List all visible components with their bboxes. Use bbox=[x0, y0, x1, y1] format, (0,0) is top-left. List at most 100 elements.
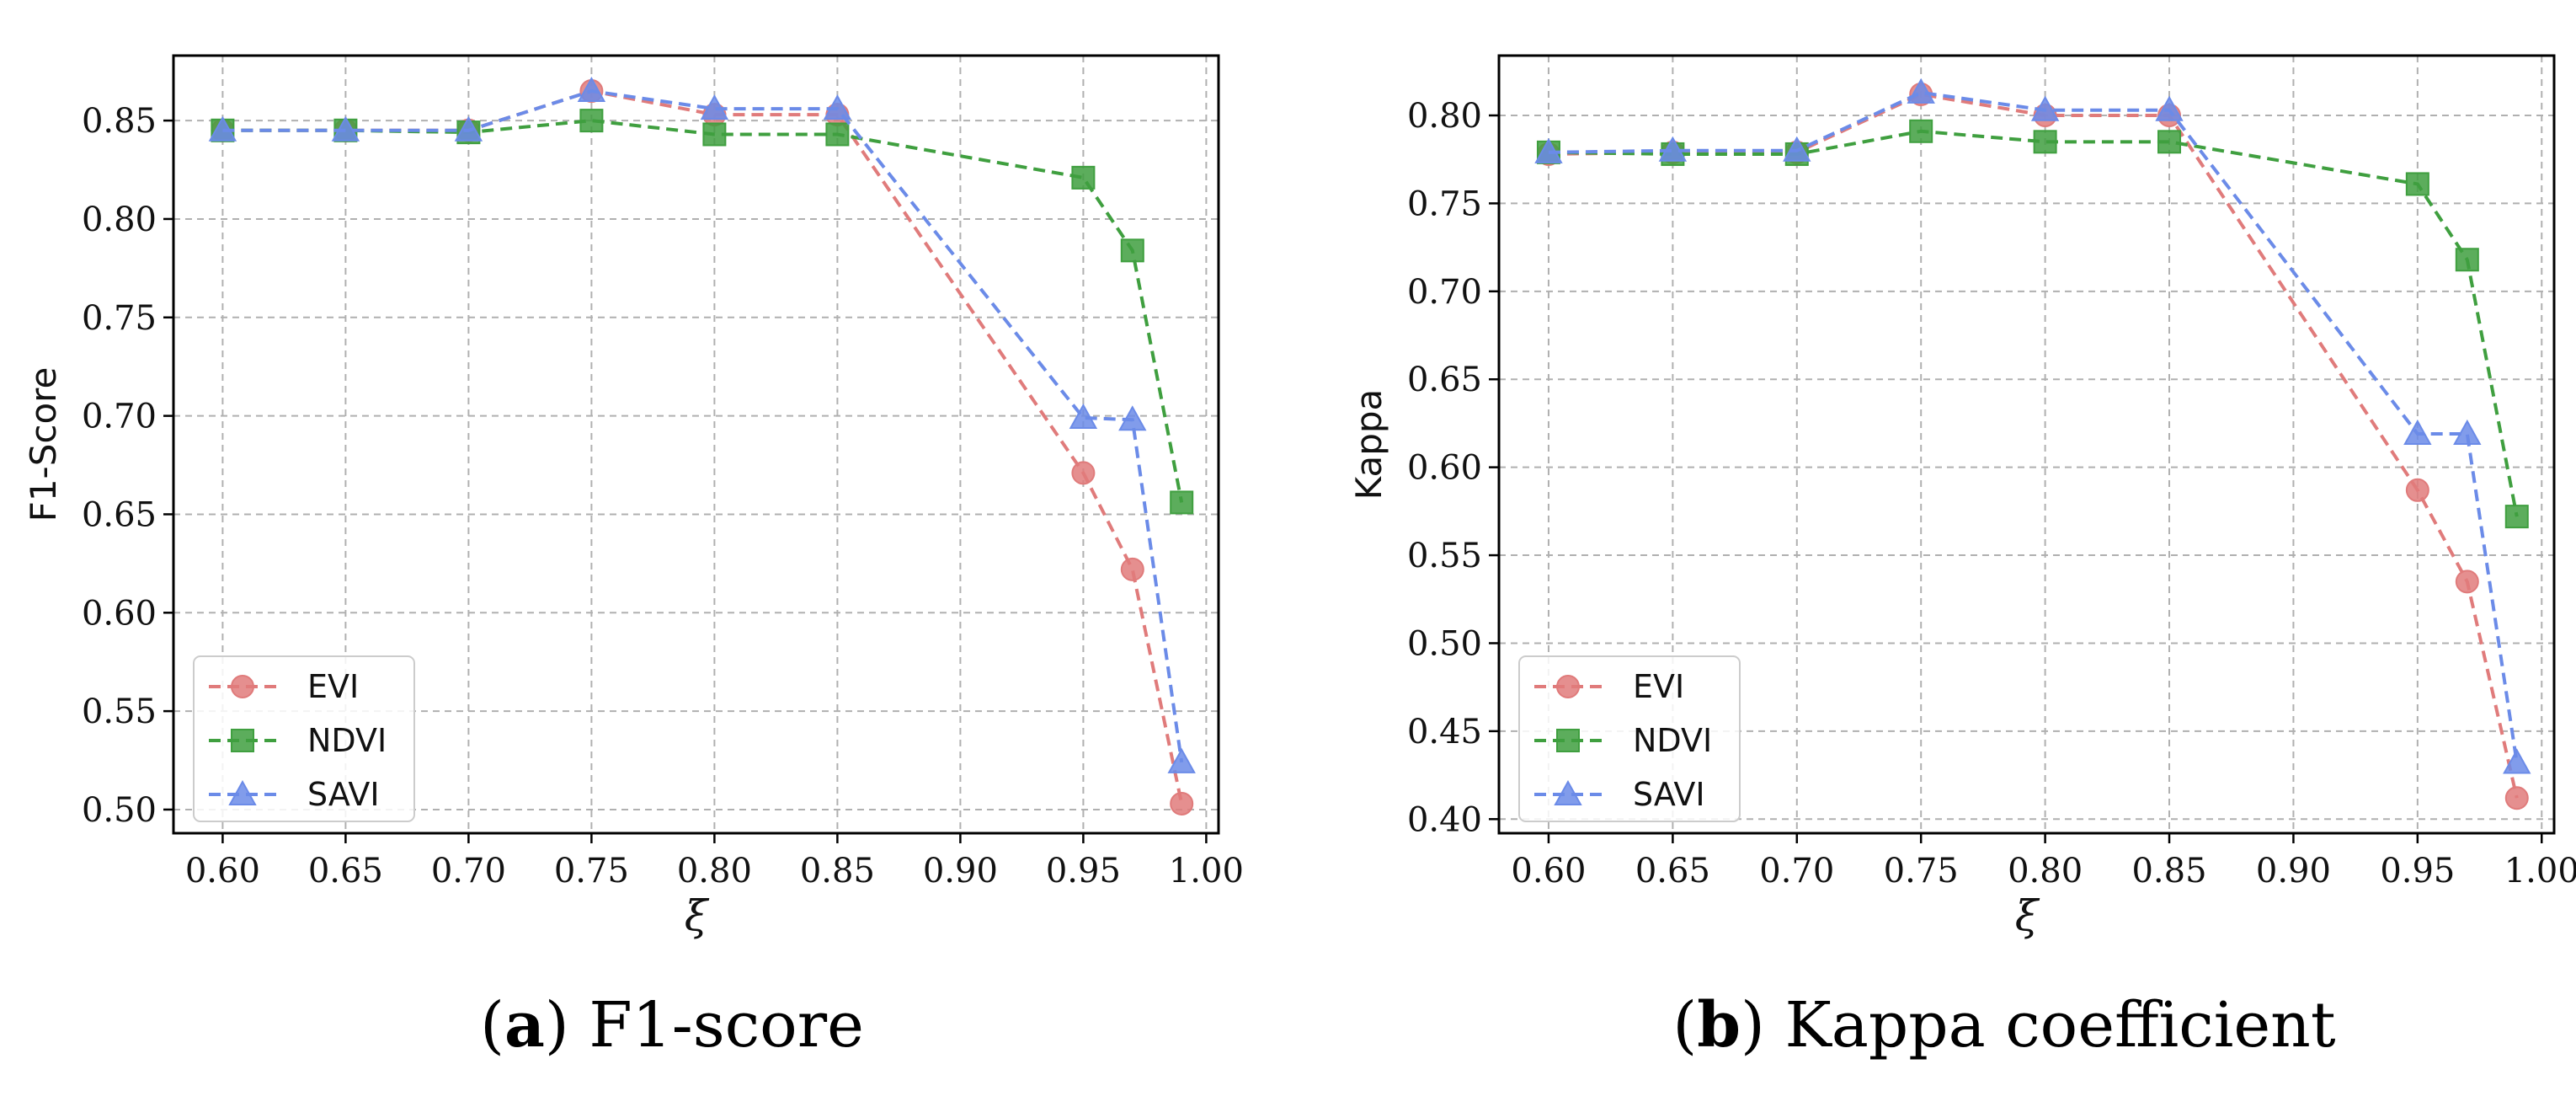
y-tick-label: 0.60 bbox=[1407, 449, 1482, 488]
data-point-square bbox=[1120, 238, 1144, 263]
data-point-triangle bbox=[1907, 78, 1935, 104]
x-tick-label: 0.85 bbox=[800, 852, 875, 890]
legend-label-evi: EVI bbox=[1633, 668, 1684, 705]
data-point-triangle bbox=[2503, 748, 2531, 774]
y-tick-label: 0.65 bbox=[1407, 361, 1482, 399]
y-tick-label: 0.80 bbox=[82, 201, 157, 239]
x-tick-label: 0.95 bbox=[2380, 852, 2455, 890]
data-point-triangle bbox=[1534, 137, 1563, 163]
data-point-triangle bbox=[454, 115, 483, 142]
legend-label-savi: SAVI bbox=[307, 776, 380, 813]
y-tick-label: 0.75 bbox=[82, 299, 157, 338]
data-point-circle bbox=[231, 675, 254, 698]
data-point-triangle bbox=[2403, 419, 2432, 445]
x-tick-label: 0.95 bbox=[1046, 852, 1121, 890]
x-tick-label: 0.85 bbox=[2131, 852, 2206, 890]
data-point-circle bbox=[1556, 675, 1580, 698]
data-point-triangle bbox=[1783, 136, 1811, 162]
data-point-square bbox=[825, 122, 850, 147]
y-axis-label: F1-Score bbox=[23, 367, 64, 522]
legend: EVI NDVI SAVI bbox=[193, 655, 415, 822]
data-point-square bbox=[579, 109, 604, 133]
data-point-square bbox=[2405, 172, 2429, 196]
data-point-triangle bbox=[1069, 403, 1098, 429]
data-point-square bbox=[1170, 490, 1194, 515]
x-axis-label: ξ bbox=[685, 891, 710, 940]
legend-label-savi: SAVI bbox=[1633, 776, 1705, 813]
series-line-ndvi bbox=[222, 119, 1184, 503]
x-tick-label: 0.60 bbox=[185, 852, 260, 890]
data-point-circle bbox=[2455, 570, 2479, 594]
data-point-square bbox=[2455, 248, 2479, 272]
x-tick-label: 0.80 bbox=[677, 852, 752, 890]
y-tick-label: 0.50 bbox=[82, 791, 157, 830]
data-point-circle bbox=[2405, 478, 2429, 502]
y-tick-label: 0.60 bbox=[82, 594, 157, 633]
y-tick-label: 0.70 bbox=[82, 398, 157, 436]
x-tick-label: 0.90 bbox=[2256, 852, 2331, 890]
data-point-triangle bbox=[1554, 779, 1582, 805]
x-tick-label: 1.00 bbox=[2504, 852, 2576, 890]
y-tick-label: 0.80 bbox=[1407, 97, 1482, 136]
data-point-triangle bbox=[208, 115, 237, 142]
data-point-triangle bbox=[331, 115, 360, 142]
legend-label-evi: EVI bbox=[307, 668, 359, 705]
data-point-circle bbox=[1170, 791, 1194, 816]
legend-label-ndvi: NDVI bbox=[307, 722, 387, 759]
series-ndvi bbox=[1536, 119, 2529, 529]
y-axis-label: Kappa bbox=[1348, 389, 1389, 500]
series-ndvi bbox=[211, 109, 1194, 515]
data-point-square bbox=[702, 122, 727, 147]
y-tick-label: 0.55 bbox=[82, 693, 157, 731]
axes-frame bbox=[172, 54, 1220, 835]
data-point-triangle bbox=[1167, 747, 1196, 773]
data-point-square bbox=[1071, 165, 1096, 190]
x-tick-label: 1.00 bbox=[1169, 852, 1244, 890]
data-point-circle bbox=[2504, 786, 2529, 810]
x-tick-label: 0.60 bbox=[1511, 852, 1586, 890]
y-tick-label: 0.55 bbox=[1407, 537, 1482, 575]
y-tick-label: 0.45 bbox=[1407, 713, 1482, 751]
x-tick-label: 0.90 bbox=[923, 852, 998, 890]
data-point-square bbox=[2033, 130, 2057, 154]
series-line-ndvi bbox=[1548, 129, 2519, 517]
legend-box bbox=[193, 655, 415, 822]
legend-label-ndvi: NDVI bbox=[1633, 722, 1712, 759]
data-point-triangle bbox=[1118, 405, 1147, 431]
data-point-square bbox=[1556, 729, 1580, 752]
y-tick-label: 0.70 bbox=[1407, 273, 1482, 312]
data-point-circle bbox=[1120, 557, 1144, 581]
x-tick-label: 0.75 bbox=[1884, 852, 1959, 890]
data-point-triangle bbox=[1658, 136, 1688, 162]
data-point-triangle bbox=[2155, 95, 2184, 121]
x-tick-label: 0.80 bbox=[2008, 852, 2083, 890]
data-point-triangle bbox=[577, 77, 606, 103]
x-tick-label: 0.75 bbox=[554, 852, 629, 890]
data-point-square bbox=[2504, 505, 2529, 529]
series-savi bbox=[1534, 78, 2531, 774]
y-tick-label: 0.40 bbox=[1407, 800, 1482, 839]
x-tick-label: 0.65 bbox=[308, 852, 383, 890]
axes-frame bbox=[1497, 54, 2556, 835]
y-tick-label: 0.75 bbox=[1407, 184, 1482, 223]
data-point-triangle bbox=[823, 94, 852, 120]
x-tick-label: 0.70 bbox=[1759, 852, 1834, 890]
data-point-square bbox=[2157, 130, 2182, 154]
x-tick-label: 0.65 bbox=[1635, 852, 1710, 890]
y-tick-label: 0.50 bbox=[1407, 624, 1482, 663]
data-point-square bbox=[231, 729, 254, 752]
legend: EVI NDVI SAVI bbox=[1518, 655, 1741, 822]
legend-box bbox=[1518, 655, 1741, 822]
data-point-triangle bbox=[2030, 95, 2060, 121]
data-point-triangle bbox=[700, 94, 729, 120]
y-tick-label: 0.85 bbox=[82, 102, 157, 141]
caption-b: (b) Kappa coefficient bbox=[1672, 989, 2335, 1062]
series-savi bbox=[208, 77, 1196, 773]
y-tick-label: 0.65 bbox=[82, 495, 157, 534]
panel-b: 0.60 0.65 0.70 0.75 0.80 0.85 0.90 0.95 1.00 0.40… bbox=[1348, 54, 2576, 940]
caption-a: (a) F1-score bbox=[480, 989, 864, 1062]
data-point-triangle bbox=[2453, 419, 2482, 445]
data-point-triangle bbox=[228, 779, 257, 805]
